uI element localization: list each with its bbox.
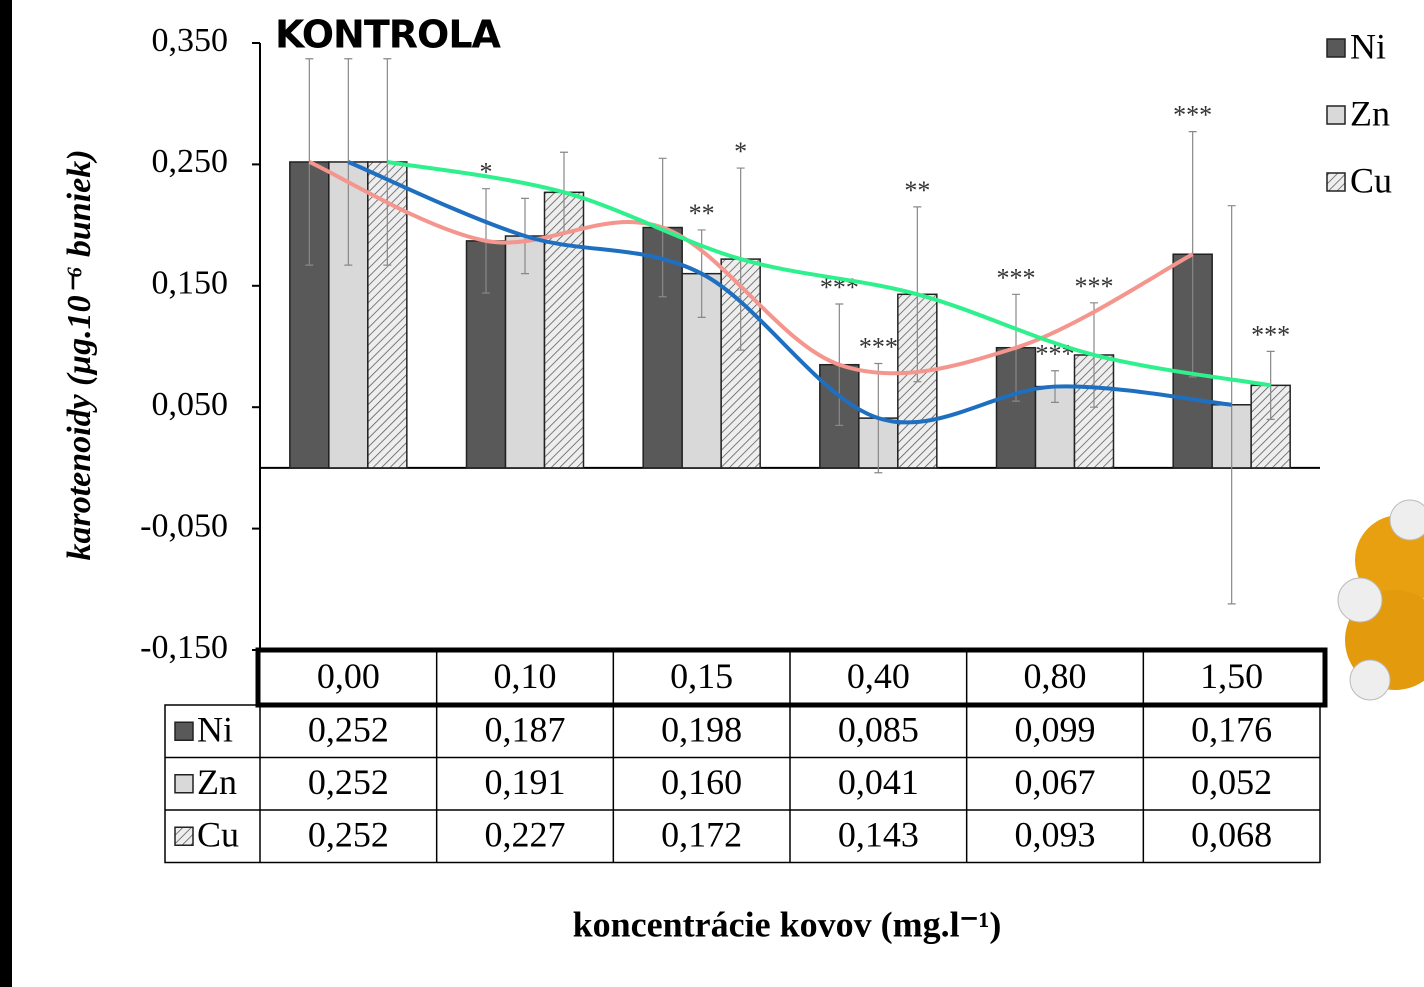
table-row-label: Ni [197,710,233,750]
table-cell: 0,068 [1191,815,1272,855]
table-cell: 0,143 [838,815,919,855]
table-cell: 0,191 [485,762,566,802]
table-cell: 0,176 [1191,710,1272,750]
table-cell: 0,041 [838,762,919,802]
table-cell: 0,227 [485,815,566,855]
table-legend-swatch [175,827,193,845]
y-tick-label: 0,250 [152,143,229,180]
table-cell: 0,067 [1015,762,1096,802]
legend-label: Zn [1350,93,1390,133]
significance: *** [1173,101,1212,130]
table-legend-swatch [175,722,193,740]
legend-swatch [1327,173,1345,191]
table-cell: 0,172 [661,815,742,855]
y-tick-label: 0,050 [152,386,229,423]
table-cell: 0,198 [661,710,742,750]
x-axis-label: koncentrácie kovov (mg.l⁻¹) [573,904,1002,944]
table-row-label: Zn [197,762,237,802]
x-tick-label: 0,00 [317,656,380,696]
chart: KONTROLA karotenoidy (µg.10⁻⁶ buniek) ko… [0,0,1424,987]
table-cell: 0,252 [308,762,389,802]
significance: * [480,158,493,187]
page: KONTROLA karotenoidy (µg.10⁻⁶ buniek) ko… [0,0,1424,987]
table-row-label: Cu [197,815,239,855]
table-cell: 0,252 [308,710,389,750]
table-cell: 0,085 [838,710,919,750]
y-axis-label: karotenoidy (µg.10⁻⁶ buniek) [61,149,98,560]
x-tick-label: 1,50 [1200,656,1263,696]
x-tick-label: 0,15 [670,656,733,696]
significance: * [734,137,747,166]
x-tick-label: 0,80 [1024,656,1087,696]
table-cell: 0,099 [1015,710,1096,750]
table-cell: 0,052 [1191,762,1272,802]
significance: ** [689,199,715,228]
table-cell: 0,187 [485,710,566,750]
table-cell: 0,252 [308,815,389,855]
significance: *** [997,263,1036,292]
y-tick-label: 0,350 [152,22,229,59]
y-tick-label: -0,050 [140,507,228,544]
significance: *** [859,332,898,361]
legend-swatch [1327,39,1345,57]
x-tick-label: 0,40 [847,656,910,696]
legend-swatch [1327,106,1345,124]
table-cell: 0,160 [661,762,742,802]
table-cell: 0,093 [1015,815,1096,855]
significance: *** [1251,320,1290,349]
y-tick-label: -0,150 [140,629,228,666]
y-tick-label: 0,150 [152,265,229,302]
significance: *** [1075,272,1114,301]
chart-title: KONTROLA [275,13,502,57]
x-tick-label: 0,10 [494,656,557,696]
table-legend-swatch [175,775,193,793]
legend-label: Cu [1350,160,1392,200]
legend-label: Ni [1350,26,1386,66]
significance: ** [904,176,930,205]
